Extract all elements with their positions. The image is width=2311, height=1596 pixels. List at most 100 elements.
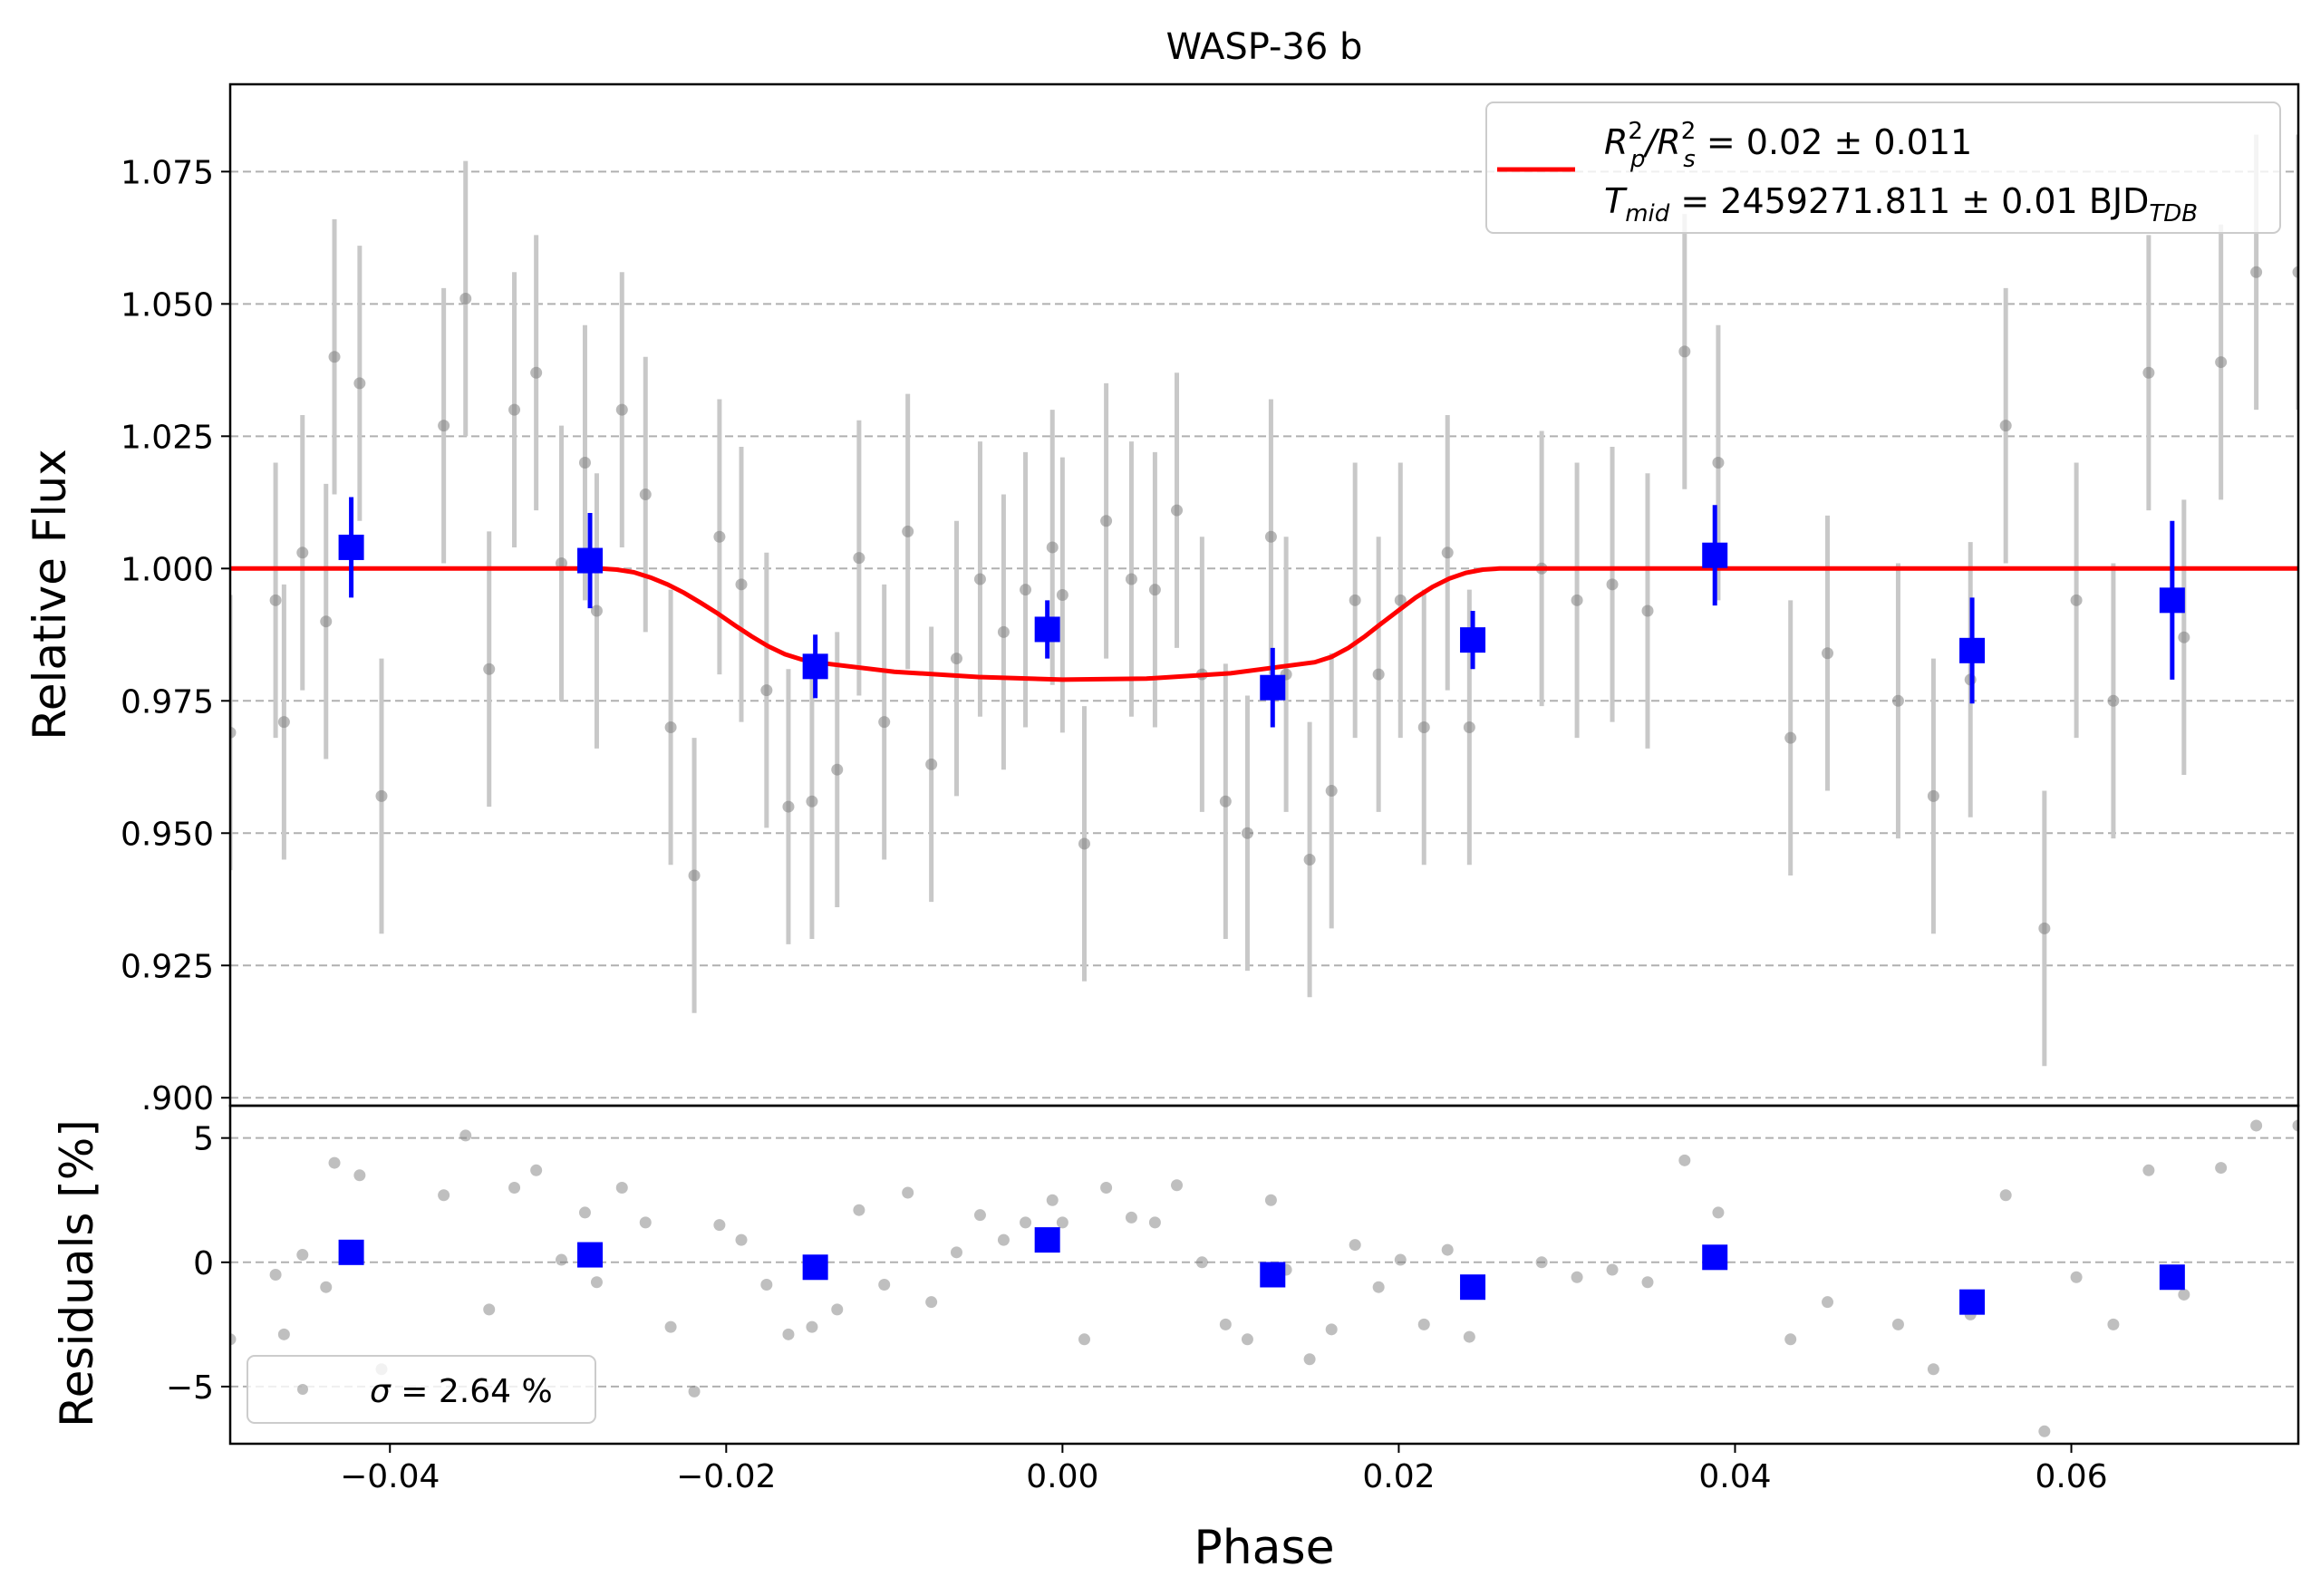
raw-point (2215, 356, 2228, 369)
top-legend: R2 p/R2 s = 0.02 ± 0.011 Tmid = 2459271.81… (1485, 102, 2281, 234)
residual-point (760, 1278, 773, 1291)
raw-point (1020, 584, 1032, 596)
raw-point (1349, 594, 1361, 606)
binned-residual (802, 1254, 828, 1281)
residual-point (1535, 1256, 1548, 1269)
residual-point (2070, 1271, 2083, 1283)
binned-point (1460, 627, 1486, 653)
raw-point (1463, 721, 1475, 733)
residual-point (459, 1129, 472, 1142)
top-binned-points (338, 497, 2185, 728)
raw-point (1712, 457, 1725, 469)
top-gridlines (230, 170, 2298, 1099)
raw-point (760, 684, 773, 697)
raw-point (1441, 547, 1454, 559)
binned-point (338, 534, 364, 560)
raw-point (639, 488, 652, 501)
residual-point (1264, 1194, 1277, 1206)
top-y-tick-label: 1.075 (121, 154, 214, 191)
residual-point (664, 1320, 677, 1333)
binned-residual (338, 1239, 364, 1265)
residual-point (688, 1385, 701, 1398)
residual-point (1999, 1189, 2012, 1202)
raw-point (1078, 837, 1090, 850)
residual-point (296, 1249, 309, 1262)
raw-point (615, 403, 628, 416)
bottom-y-ticks: −5 0 5 (166, 1121, 230, 1407)
residual-point (1046, 1194, 1059, 1206)
raw-point (1100, 515, 1113, 527)
raw-point (1171, 504, 1184, 517)
raw-point (1891, 694, 1904, 707)
raw-point (2038, 922, 2051, 934)
residual-point (1571, 1271, 1583, 1283)
raw-point (1927, 789, 1939, 802)
binned-residual (2159, 1264, 2185, 1291)
residual-point (1171, 1179, 1184, 1192)
residual-point (735, 1233, 748, 1246)
residual-point (902, 1186, 914, 1199)
residual-point (713, 1219, 726, 1232)
residual-point (1125, 1211, 1137, 1224)
residual-point (1078, 1333, 1090, 1346)
residual-point (1056, 1216, 1068, 1229)
residual-point (555, 1253, 567, 1266)
binned-point (802, 653, 828, 680)
raw-point (1372, 668, 1385, 681)
residual-point (1325, 1323, 1338, 1336)
residual-point (1372, 1281, 1385, 1293)
top-raw-errorbars (230, 134, 2298, 1067)
binned-residual (577, 1242, 604, 1268)
raw-point (2070, 594, 2083, 606)
binned-point (2159, 587, 2185, 614)
raw-point (1678, 345, 1691, 358)
top-y-ticks: .900 0.925 0.950 0.975 1.000 1.025 1.050 1.075 (121, 154, 230, 1117)
residual-point (1784, 1333, 1797, 1346)
raw-point (1606, 578, 1619, 591)
raw-point (2142, 366, 2155, 379)
binned-residual (1260, 1262, 1286, 1288)
binned-point (1702, 542, 1728, 568)
raw-point (735, 578, 748, 591)
bottom-panel-frame (228, 1104, 2300, 1446)
residual-point (853, 1204, 865, 1216)
residual-point (1100, 1182, 1113, 1195)
legend-sigma-label: σ = 2.64 % (370, 1373, 553, 1410)
residual-point (1020, 1216, 1032, 1229)
residual-point (320, 1281, 333, 1293)
x-axis-ticks: −0.04 −0.02 0.00 0.02 0.04 0.06 (340, 1444, 2108, 1495)
residual-point (530, 1164, 543, 1176)
residual-point (2142, 1164, 2155, 1176)
raw-point (1264, 530, 1277, 543)
raw-point (328, 351, 341, 363)
raw-point (688, 869, 701, 882)
residual-point (2107, 1318, 2120, 1330)
residual-point (328, 1156, 341, 1169)
raw-point (1325, 785, 1338, 798)
residual-point (483, 1303, 496, 1316)
residual-point (1712, 1206, 1725, 1219)
raw-point (2178, 631, 2190, 643)
raw-point (831, 763, 844, 776)
residual-point (230, 1333, 237, 1346)
raw-point (664, 721, 677, 733)
raw-point (806, 795, 818, 808)
residual-point (590, 1276, 603, 1289)
raw-point (878, 716, 891, 729)
residual-point (782, 1328, 795, 1340)
raw-point (459, 292, 472, 305)
raw-point (902, 525, 914, 537)
residual-point (2178, 1288, 2190, 1301)
residual-point (997, 1233, 1010, 1246)
residual-point (578, 1206, 591, 1219)
residual-point (878, 1278, 891, 1291)
raw-point (1148, 584, 1161, 596)
residual-point (1195, 1256, 1208, 1269)
legend-residual-marker (297, 1384, 308, 1395)
raw-point (1999, 420, 2012, 432)
raw-point (483, 663, 496, 675)
top-y-tick-label: 1.050 (121, 286, 214, 324)
top-raw-points (230, 266, 2298, 934)
legend-tmid-label: Tmid = 2459271.811 ± 0.01 BJDTDB (1604, 181, 2198, 227)
residual-point (831, 1303, 844, 1316)
